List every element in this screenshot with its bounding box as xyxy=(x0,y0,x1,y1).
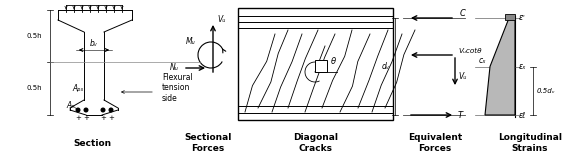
Bar xyxy=(238,8,393,120)
Polygon shape xyxy=(485,18,515,115)
Circle shape xyxy=(101,108,105,112)
Bar xyxy=(505,14,515,20)
Text: 0.5h: 0.5h xyxy=(26,85,42,92)
Bar xyxy=(315,60,327,72)
Text: cₓ: cₓ xyxy=(478,56,486,65)
Text: Section: Section xyxy=(73,138,111,148)
Text: Nᵤ: Nᵤ xyxy=(170,64,179,72)
Text: εₓ: εₓ xyxy=(519,62,526,71)
Text: Equivalent
Forces: Equivalent Forces xyxy=(408,133,462,151)
Text: Flexural
tension
side: Flexural tension side xyxy=(162,73,193,103)
Text: dᵥ: dᵥ xyxy=(382,62,390,71)
Text: Sectional
Forces: Sectional Forces xyxy=(184,133,232,151)
Text: Diagonal
Cracks: Diagonal Cracks xyxy=(293,133,338,151)
Text: C: C xyxy=(460,10,466,19)
Text: θ: θ xyxy=(331,58,336,66)
Text: bᵥ: bᵥ xyxy=(90,40,98,48)
Text: +: + xyxy=(75,115,81,121)
Text: Longitudinal
Strains: Longitudinal Strains xyxy=(498,133,562,151)
Text: Aₚₛ: Aₚₛ xyxy=(72,84,83,93)
Text: Vᵤ: Vᵤ xyxy=(217,16,226,24)
Text: εℓ: εℓ xyxy=(519,111,526,119)
Text: Vᵤ: Vᵤ xyxy=(458,72,466,81)
Text: Mᵤ: Mᵤ xyxy=(186,37,196,47)
Text: εᶜ: εᶜ xyxy=(519,13,526,22)
Text: +: + xyxy=(100,115,106,121)
Text: Vᵤcotθ: Vᵤcotθ xyxy=(458,48,482,54)
Text: +: + xyxy=(108,115,114,121)
Text: 0.5h: 0.5h xyxy=(26,33,42,39)
Text: +: + xyxy=(83,115,89,121)
Circle shape xyxy=(109,108,113,112)
Circle shape xyxy=(84,108,88,112)
Text: Aₛ: Aₛ xyxy=(66,101,74,109)
Circle shape xyxy=(76,108,80,112)
Text: T: T xyxy=(458,111,463,119)
Text: 0.5dᵥ: 0.5dᵥ xyxy=(537,88,556,94)
